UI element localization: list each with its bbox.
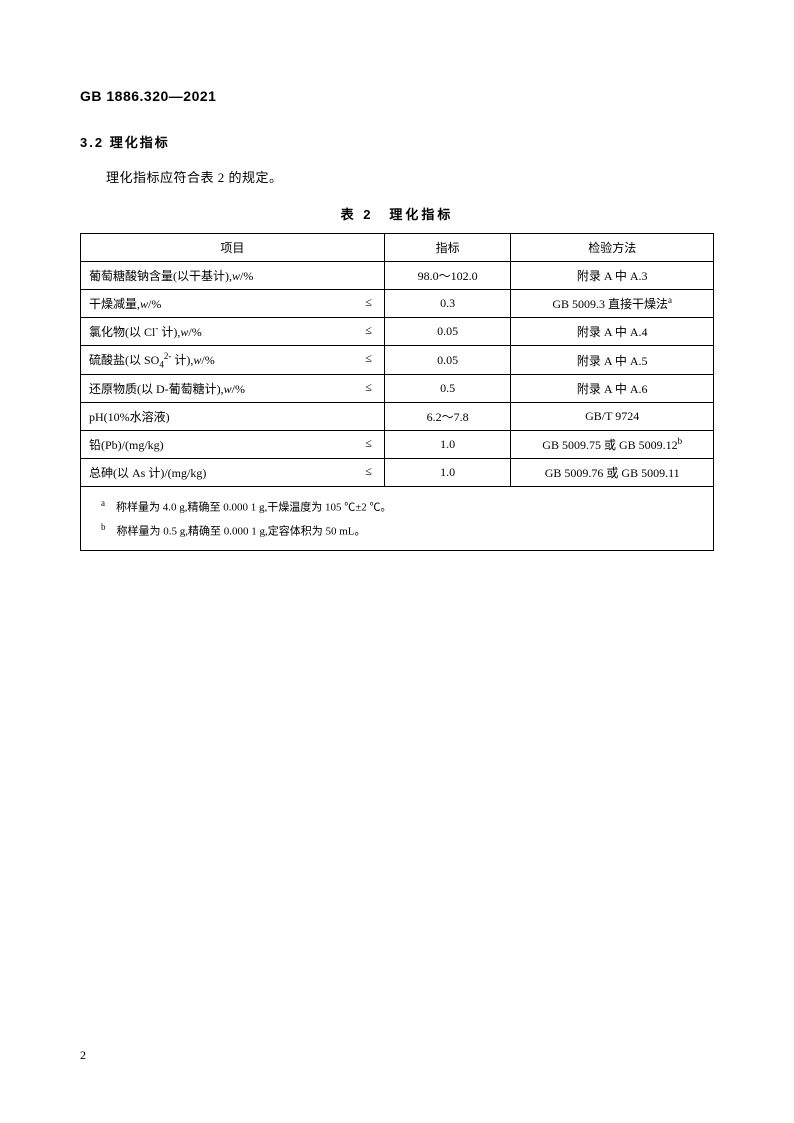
cell-method: GB 5009.75 或 GB 5009.12b [511,431,714,459]
leq-symbol: ≤ [365,436,376,451]
cell-index: 0.05 [384,318,511,346]
cell-method: 附录 A 中 A.5 [511,346,714,375]
table-row: pH(10%水溶液)6.2～7.8GB/T 9724 [81,403,714,431]
cell-index: 1.0 [384,431,511,459]
cell-method: 附录 A 中 A.6 [511,375,714,403]
table-row: 还原物质(以 D-葡萄糖计),w/%≤0.5附录 A 中 A.6 [81,375,714,403]
table-caption: 表 2 理化指标 [80,204,714,223]
section-title: 3.2 理化指标 [80,132,714,151]
cell-method: GB/T 9724 [511,403,714,431]
footnote-line: b 称样量为 0.5 g,精确至 0.000 1 g,定容体积为 50 mL。 [101,519,693,542]
cell-item: 氯化物(以 Cl- 计),w/%≤ [81,318,385,346]
cell-item: 铅(Pb)/(mg/kg)≤ [81,431,385,459]
leq-symbol: ≤ [365,323,376,338]
page-number: 2 [80,1048,86,1063]
cell-item: 硫酸盐(以 SO42- 计),w/%≤ [81,346,385,375]
table-row: 硫酸盐(以 SO42- 计),w/%≤0.05附录 A 中 A.5 [81,346,714,375]
table-row: 总砷(以 As 计)/(mg/kg)≤1.0GB 5009.76 或 GB 50… [81,459,714,487]
cell-item: 葡萄糖酸钠含量(以干基计),w/% [81,262,385,290]
spec-table: 项目 指标 检验方法 葡萄糖酸钠含量(以干基计),w/%98.0～102.0附录… [80,233,714,551]
cell-item: 还原物质(以 D-葡萄糖计),w/%≤ [81,375,385,403]
table-footnote-row: a 称样量为 4.0 g,精确至 0.000 1 g,干燥温度为 105 ℃±2… [81,487,714,551]
section-heading: 理化指标 [110,135,170,150]
cell-method: 附录 A 中 A.3 [511,262,714,290]
cell-item: 干燥减量,w/%≤ [81,290,385,318]
header-index: 指标 [384,234,511,262]
cell-item: 总砷(以 As 计)/(mg/kg)≤ [81,459,385,487]
cell-method: 附录 A 中 A.4 [511,318,714,346]
footnote-line: a 称样量为 4.0 g,精确至 0.000 1 g,干燥温度为 105 ℃±2… [101,495,693,518]
cell-index: 0.3 [384,290,511,318]
table-row: 铅(Pb)/(mg/kg)≤1.0GB 5009.75 或 GB 5009.12… [81,431,714,459]
standard-code: GB 1886.320—2021 [80,88,714,104]
leq-symbol: ≤ [365,380,376,395]
leq-symbol: ≤ [365,295,376,310]
cell-index: 1.0 [384,459,511,487]
cell-method: GB 5009.3 直接干燥法a [511,290,714,318]
leq-symbol: ≤ [365,464,376,479]
table-header-row: 项目 指标 检验方法 [81,234,714,262]
cell-method: GB 5009.76 或 GB 5009.11 [511,459,714,487]
cell-index: 6.2～7.8 [384,403,511,431]
header-item: 项目 [81,234,385,262]
footnotes-cell: a 称样量为 4.0 g,精确至 0.000 1 g,干燥温度为 105 ℃±2… [81,487,714,551]
section-body-text: 理化指标应符合表 2 的规定。 [80,167,714,186]
section-number: 3.2 [80,135,104,150]
header-method: 检验方法 [511,234,714,262]
table-row: 葡萄糖酸钠含量(以干基计),w/%98.0～102.0附录 A 中 A.3 [81,262,714,290]
cell-item: pH(10%水溶液) [81,403,385,431]
cell-index: 0.5 [384,375,511,403]
table-row: 氯化物(以 Cl- 计),w/%≤0.05附录 A 中 A.4 [81,318,714,346]
leq-symbol: ≤ [365,351,376,366]
table-row: 干燥减量,w/%≤0.3GB 5009.3 直接干燥法a [81,290,714,318]
cell-index: 98.0～102.0 [384,262,511,290]
cell-index: 0.05 [384,346,511,375]
